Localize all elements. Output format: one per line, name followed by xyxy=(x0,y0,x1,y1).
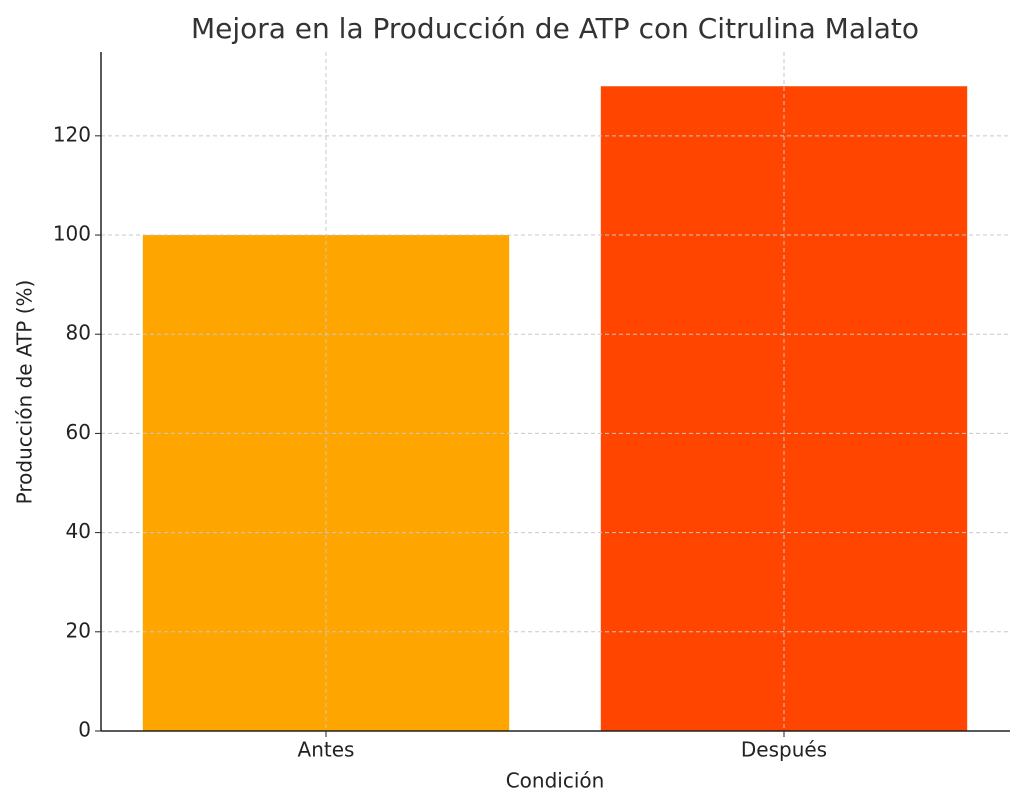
y-tick-label: 120 xyxy=(53,122,91,146)
y-tick-label: 60 xyxy=(66,420,91,444)
y-tick-label: 40 xyxy=(66,519,91,543)
y-tick-label: 80 xyxy=(66,321,91,345)
chart-title: Mejora en la Producción de ATP con Citru… xyxy=(191,12,919,45)
x-axis-label: Condición xyxy=(506,769,605,793)
y-tick-label: 100 xyxy=(53,222,91,246)
y-tick-label: 20 xyxy=(66,618,91,642)
x-tick-label: Antes xyxy=(298,738,355,762)
y-tick-label: 0 xyxy=(78,718,91,742)
x-tick-label: Después xyxy=(741,738,827,762)
y-axis-label: Producción de ATP (%) xyxy=(13,280,37,505)
